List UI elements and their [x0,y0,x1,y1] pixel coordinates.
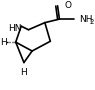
Text: H: H [20,68,27,77]
Text: O: O [64,1,71,10]
Text: H: H [0,38,7,47]
Text: HN: HN [8,24,22,33]
Text: 2: 2 [89,19,94,25]
Text: NH: NH [79,15,92,24]
